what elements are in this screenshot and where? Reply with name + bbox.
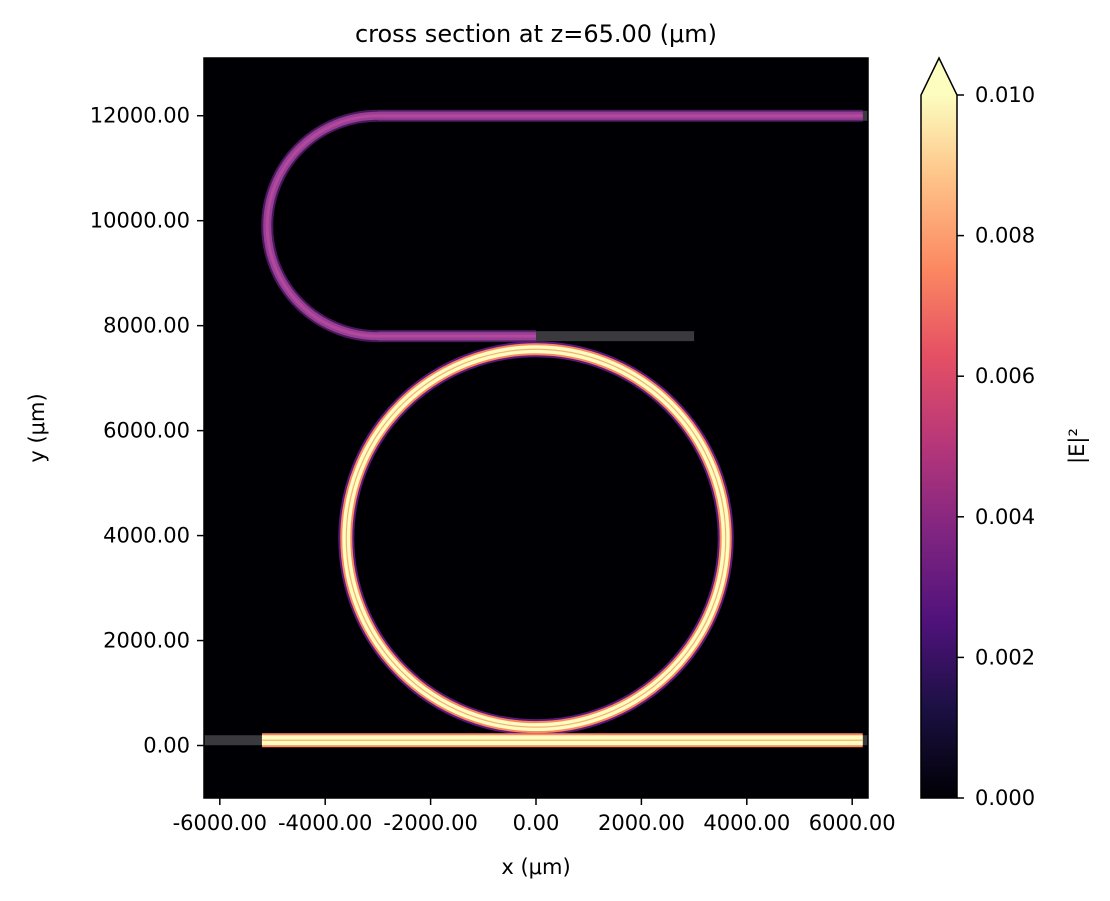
colorbar-tick-label: 0.004 xyxy=(975,505,1035,529)
x-tick-label: 0.00 xyxy=(513,811,560,835)
colorbar-label: |E|² xyxy=(1065,428,1090,464)
colorbar: 0.000 0.002 0.004 0.006 0.008 0.010 |E|² xyxy=(920,56,1090,810)
x-tick-label: -6000.00 xyxy=(173,811,267,835)
x-tick-label: 6000.00 xyxy=(809,811,896,835)
colorbar-gradient xyxy=(921,95,957,798)
x-tick-label: -4000.00 xyxy=(278,811,372,835)
x-tick-label: -2000.00 xyxy=(383,811,477,835)
colorbar-outline xyxy=(920,56,958,799)
y-tick-label: 12000.00 xyxy=(90,104,190,128)
colorbar-tick-label: 0.000 xyxy=(975,786,1035,810)
colorbar-tick-label: 0.008 xyxy=(975,224,1035,248)
chart-title: cross section at z=65.00 (μm) xyxy=(355,20,717,48)
x-axis: -6000.00 -4000.00 -2000.00 0.00 2000.00 4000.… xyxy=(173,798,896,835)
colorbar-tick-label: 0.006 xyxy=(975,364,1035,388)
x-tick-label: 2000.00 xyxy=(598,811,685,835)
colorbar-tick-label: 0.010 xyxy=(975,83,1035,107)
drop-field-core xyxy=(265,114,863,338)
plot-area xyxy=(203,57,869,799)
y-axis-label: y (μm) xyxy=(25,393,49,462)
x-axis-label: x (μm) xyxy=(501,855,570,879)
y-tick-label: 4000.00 xyxy=(103,524,190,548)
colorbar-tick-label: 0.002 xyxy=(975,645,1035,669)
colorbar-ticks: 0.000 0.002 0.004 0.006 0.008 0.010 xyxy=(957,83,1035,810)
y-tick-label: 6000.00 xyxy=(103,419,190,443)
plot-background xyxy=(204,58,868,798)
colorbar-extend-triangle xyxy=(921,58,957,95)
ring-field-core-line xyxy=(345,348,727,728)
y-tick-label: 0.00 xyxy=(143,734,190,758)
y-tick-label: 2000.00 xyxy=(103,629,190,653)
x-tick-label: 4000.00 xyxy=(703,811,790,835)
y-tick-label: 10000.00 xyxy=(90,209,190,233)
field-layer xyxy=(204,109,868,748)
y-axis: 0.00 2000.00 4000.00 6000.00 8000.00 10000.00… xyxy=(90,104,204,758)
y-tick-label: 8000.00 xyxy=(103,314,190,338)
